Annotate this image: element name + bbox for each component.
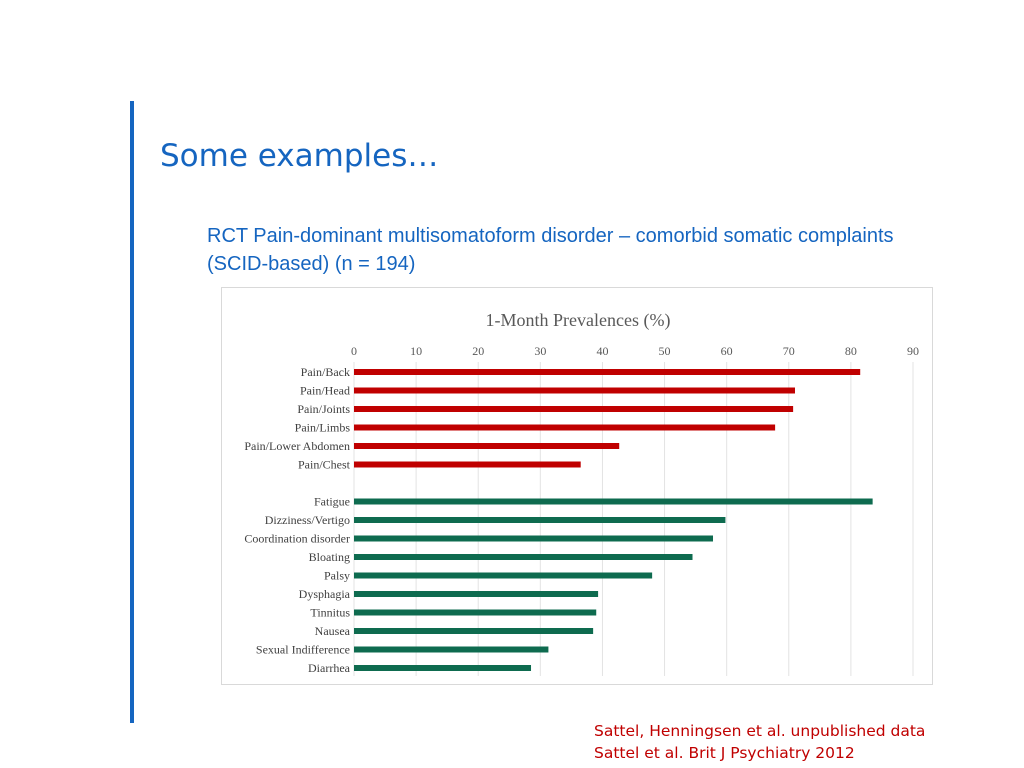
category-label: Pain/Chest <box>298 458 351 472</box>
chart-container: 1-Month Prevalences (%) 0 10 20 30 40 50 60 70 8… <box>221 287 933 685</box>
x-tick-label: 0 <box>351 344 357 358</box>
category-label: Pain/Head <box>300 384 350 398</box>
x-tick-label: 30 <box>534 344 546 358</box>
bar <box>354 387 795 394</box>
bar <box>354 369 861 375</box>
slide-title: Some examples… <box>160 138 439 174</box>
bar <box>354 665 532 671</box>
x-tick-label: 10 <box>410 344 422 358</box>
category-label: Bloating <box>309 550 350 564</box>
bar <box>354 535 714 542</box>
category-label: Tinnitus <box>310 606 350 620</box>
category-label: Dizziness/Vertigo <box>265 513 350 527</box>
bar <box>354 461 581 468</box>
bar <box>354 517 726 523</box>
chart-title: 1-Month Prevalences (%) <box>486 310 671 331</box>
x-tick-label: 40 <box>596 344 608 358</box>
x-tick-label: 70 <box>783 344 795 358</box>
bar <box>354 498 873 505</box>
bar <box>354 628 594 634</box>
subtitle-line-2: (SCID-based) (n = 194) <box>207 253 416 275</box>
category-label: Palsy <box>324 569 350 583</box>
accent-bar <box>130 101 134 723</box>
bars <box>354 369 873 671</box>
source-line-2: Sattel et al. Brit J Psychiatry 2012 <box>594 744 855 762</box>
bar <box>354 646 549 653</box>
category-label: Pain/Joints <box>297 402 350 416</box>
bar <box>354 554 693 560</box>
category-label: Nausea <box>315 624 351 638</box>
bar <box>354 572 653 579</box>
x-tick-label: 80 <box>845 344 857 358</box>
bar <box>354 609 597 616</box>
category-label: Pain/Back <box>301 365 350 379</box>
category-labels: Pain/Back Pain/Head Pain/Joints Pain/Limbs P… <box>244 365 350 675</box>
source-line-1: Sattel, Henningsen et al. unpublished da… <box>594 722 926 740</box>
x-tick-label: 60 <box>721 344 733 358</box>
category-label: Sexual Indifference <box>256 643 350 657</box>
bar <box>354 591 599 597</box>
category-label: Dysphagia <box>299 587 351 601</box>
slide-subtitle: RCT Pain-dominant multisomatoform disord… <box>207 222 1007 278</box>
x-tick-label: 20 <box>472 344 484 358</box>
subtitle-line-1: RCT Pain-dominant multisomatoform disord… <box>207 225 894 247</box>
prevalence-bar-chart: 1-Month Prevalences (%) 0 10 20 30 40 50 60 70 8… <box>244 310 919 676</box>
x-tick-label: 90 <box>907 344 919 358</box>
x-tick-labels: 0 10 20 30 40 50 60 70 80 90 <box>351 344 919 358</box>
category-label: Diarrhea <box>308 661 351 675</box>
bar <box>354 424 776 431</box>
bar <box>354 443 620 449</box>
source-citation: Sattel, Henningsen et al. unpublished da… <box>594 720 925 764</box>
category-label: Fatigue <box>314 495 350 509</box>
x-tick-label: 50 <box>659 344 671 358</box>
category-label: Coordination disorder <box>244 532 350 546</box>
category-label: Pain/Limbs <box>295 421 351 435</box>
category-label: Pain/Lower Abdomen <box>244 439 350 453</box>
bar <box>354 406 794 412</box>
